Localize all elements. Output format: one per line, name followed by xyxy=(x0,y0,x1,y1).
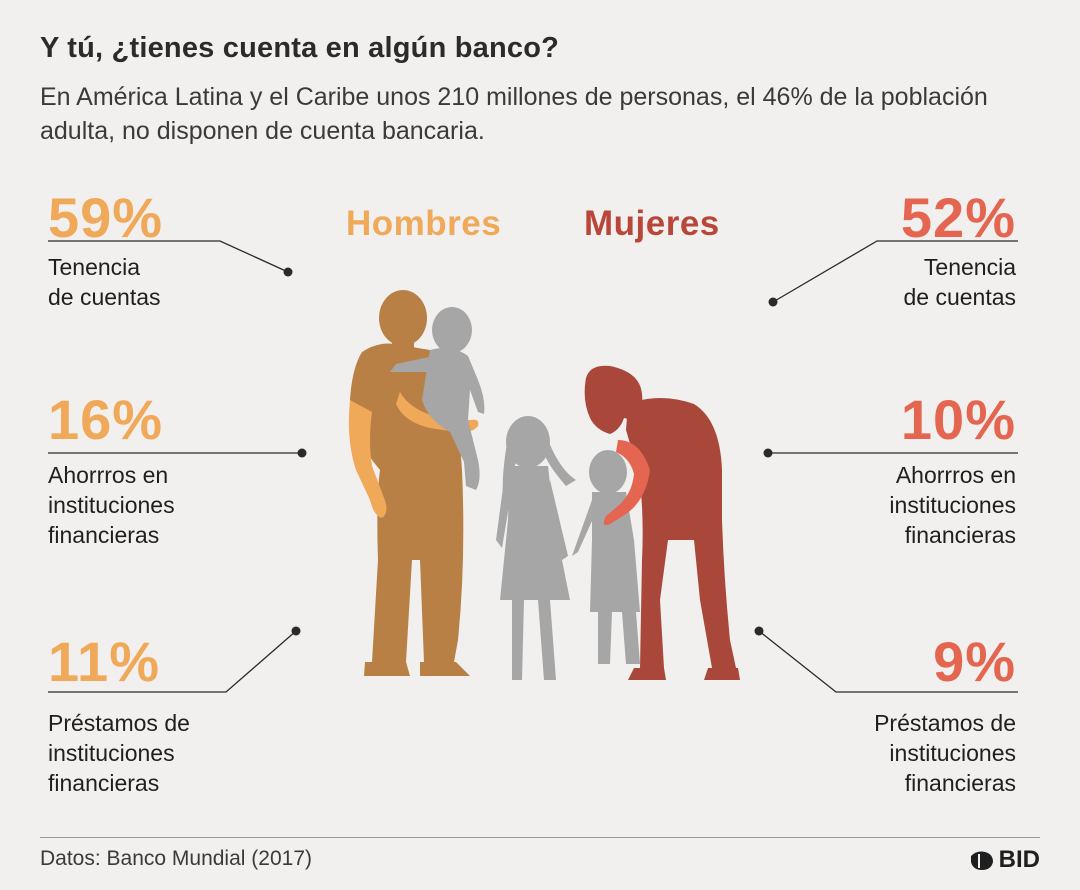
woman-arm xyxy=(603,440,650,525)
leader-line xyxy=(48,240,289,273)
leader-line xyxy=(772,240,1018,303)
men-savings-value: 16% xyxy=(48,388,164,451)
footer-divider xyxy=(40,837,1040,838)
women-leader-lines xyxy=(758,240,1018,693)
men-loans-label: Préstamos de instituciones financieras xyxy=(48,708,190,798)
women-savings-value: 10% xyxy=(900,388,1016,451)
boy-figure xyxy=(566,450,640,664)
leader-dot xyxy=(283,267,293,277)
women-stat-loans: 9% Préstamos de instituciones financiera… xyxy=(874,634,1016,798)
leader-line xyxy=(758,630,1018,693)
men-leader-lines xyxy=(48,240,302,693)
data-source: Datos: Banco Mundial (2017) xyxy=(40,847,312,870)
men-leader-dots xyxy=(283,267,307,636)
label-line: Ahorrros en xyxy=(895,462,1016,488)
men-loans-value: 11% xyxy=(48,630,160,693)
men-savings-label: Ahorrros en instituciones financieras xyxy=(48,460,175,550)
women-accounts-value: 52% xyxy=(900,186,1016,249)
women-leader-dots xyxy=(754,297,778,636)
leader-dot xyxy=(768,297,778,307)
bid-logo-icon xyxy=(970,851,993,870)
label-line: financieras xyxy=(904,770,1016,796)
carried-child-figure xyxy=(390,307,485,490)
women-accounts-label: Tenencia de cuentas xyxy=(901,252,1016,312)
label-line: instituciones xyxy=(889,740,1016,766)
label-line: Préstamos de xyxy=(48,710,190,736)
women-savings-label: Ahorrros en instituciones financieras xyxy=(889,460,1016,550)
bid-logo: BID xyxy=(969,846,1040,874)
men-heading: Hombres xyxy=(346,204,502,243)
label-line: Préstamos de xyxy=(874,710,1016,736)
label-line: de cuentas xyxy=(903,284,1016,310)
label-line: Tenencia xyxy=(923,254,1016,280)
men-stat-savings: 16% Ahorrros en instituciones financiera… xyxy=(48,392,175,550)
label-line: instituciones xyxy=(48,740,175,766)
label-line: financieras xyxy=(48,522,160,548)
label-line: de cuentas xyxy=(48,284,161,310)
label-line: Ahorrros en xyxy=(48,462,169,488)
woman-figure xyxy=(584,365,740,680)
leader-dot xyxy=(297,448,307,458)
leader-dot xyxy=(754,626,764,636)
label-line: instituciones xyxy=(889,492,1016,518)
women-loans-label: Préstamos de instituciones financieras xyxy=(874,708,1016,798)
bid-logo-text: BID xyxy=(998,846,1040,873)
girl-figure xyxy=(496,416,576,680)
label-line: financieras xyxy=(904,522,1016,548)
leader-line xyxy=(48,630,297,693)
leader-dot xyxy=(763,448,773,458)
men-stat-accounts: 59% Tenencia de cuentas xyxy=(48,190,163,312)
women-heading: Mujeres xyxy=(584,204,720,243)
men-stat-loans: 11% Préstamos de instituciones financier… xyxy=(48,634,190,798)
page-subtitle: En América Latina y el Caribe unos 210 m… xyxy=(40,83,988,145)
label-line: instituciones xyxy=(48,492,175,518)
leader-dot xyxy=(291,626,301,636)
women-stat-savings: 10% Ahorrros en instituciones financiera… xyxy=(889,392,1016,550)
men-accounts-label: Tenencia de cuentas xyxy=(48,252,163,312)
men-accounts-value: 59% xyxy=(48,186,164,249)
label-line: financieras xyxy=(48,770,160,796)
women-loans-value: 9% xyxy=(933,630,1016,693)
page-title: Y tú, ¿tienes cuenta en algún banco? xyxy=(40,32,560,64)
label-line: Tenencia xyxy=(48,254,141,280)
women-stat-accounts: 52% Tenencia de cuentas xyxy=(901,190,1016,312)
